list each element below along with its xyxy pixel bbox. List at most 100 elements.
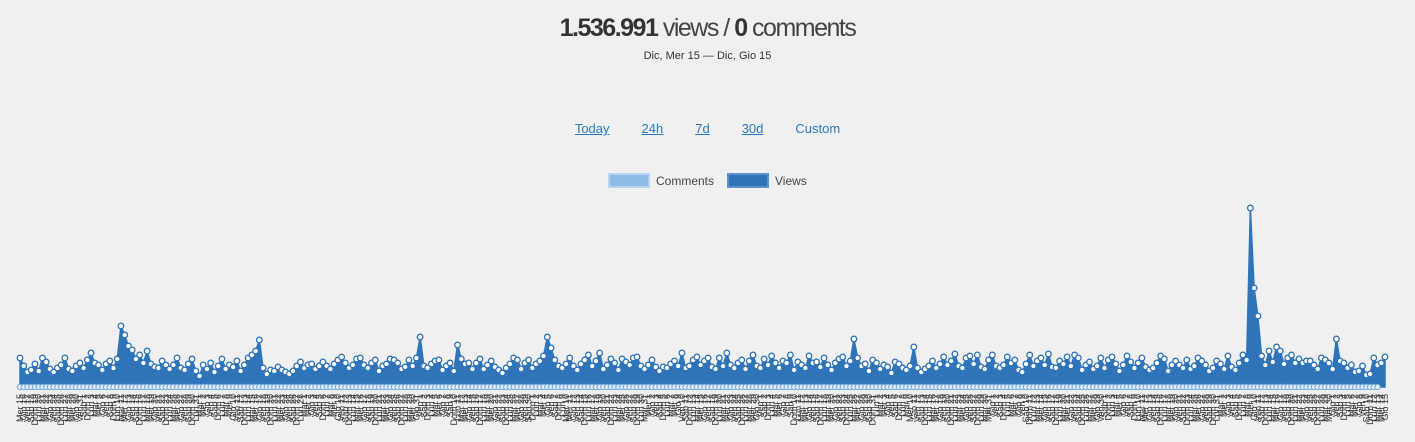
x-tick-label: Dom 20 xyxy=(370,394,380,426)
x-tick-label: Lun 25 xyxy=(845,394,855,422)
x-tick-label: Gio 24 xyxy=(281,394,291,421)
point xyxy=(412,354,420,362)
x-tick-label: Mer 5 xyxy=(94,394,104,417)
point xyxy=(674,362,682,370)
x-tick-label: Mer 14 xyxy=(1036,394,1046,422)
point xyxy=(31,360,39,368)
x-tick-label: Sab 23 xyxy=(838,394,848,423)
x-tick-label: Ven 28 xyxy=(1200,394,1210,422)
point xyxy=(169,361,177,369)
x-tick-label: Mar 26 xyxy=(849,394,859,422)
x-tick-label: Ven 14 xyxy=(1148,394,1158,422)
x-tick-label: Gio 19 xyxy=(595,394,605,421)
x-tick-label: Lun 21 xyxy=(1290,394,1300,422)
x-tick-label: Sab 7 xyxy=(550,394,560,418)
point xyxy=(573,366,581,374)
point xyxy=(839,353,847,361)
point xyxy=(940,353,948,361)
x-tick-label: Mer 29 xyxy=(67,394,77,422)
x-tick-label: Sab 10 xyxy=(1361,394,1371,423)
x-tick-label: Dom 22 xyxy=(606,394,616,426)
point xyxy=(450,367,458,375)
point xyxy=(543,333,551,341)
x-tick-label: Mar 19 xyxy=(823,394,833,422)
x-tick-label: Gio 15 xyxy=(1040,394,1050,421)
x-tick-label: Gio 27 xyxy=(1197,394,1207,421)
point xyxy=(188,355,196,363)
x-tick-label: Gio 1 xyxy=(1328,394,1338,416)
point xyxy=(184,360,192,368)
point xyxy=(416,333,424,341)
point xyxy=(263,370,271,378)
x-tick-label: Ven 5 xyxy=(886,394,896,417)
x-tick-label: Mar 27 xyxy=(1085,394,1095,422)
point xyxy=(1000,361,1007,369)
x-tick-label: Lun 28 xyxy=(295,394,305,422)
x-tick-label: Mer 7 xyxy=(1350,394,1360,417)
point xyxy=(98,366,106,374)
x-tick-label: Dom 25 xyxy=(1077,394,1087,426)
x-tick-label: Lun 19 xyxy=(1055,394,1065,422)
point xyxy=(1116,367,1123,375)
point xyxy=(136,351,144,359)
x-tick-label: Ven 31 xyxy=(75,394,85,422)
point xyxy=(289,367,297,375)
x-tick-label: Dom 27 xyxy=(292,394,302,426)
x-tick-label: Sab 11 xyxy=(681,394,691,422)
x-tick-label: Dom 19 xyxy=(711,394,721,426)
x-tick-label: Mar 6 xyxy=(1006,394,1016,417)
point xyxy=(644,361,652,369)
x-tick-label: Sab 17 xyxy=(1047,394,1057,423)
point xyxy=(110,364,117,372)
x-tick-label: Mer 12 xyxy=(120,394,130,422)
point xyxy=(581,356,589,364)
point xyxy=(970,360,978,368)
point xyxy=(1044,350,1052,358)
point xyxy=(1224,352,1232,360)
point xyxy=(465,359,473,367)
x-tick-label: Sab 15 xyxy=(131,394,141,423)
x-tick-label: Ven 11 xyxy=(232,394,242,421)
x-tick-label: Mer 9 xyxy=(329,394,339,417)
point xyxy=(476,355,484,363)
point xyxy=(730,364,738,372)
point xyxy=(626,361,634,369)
point xyxy=(1190,362,1198,370)
point xyxy=(745,357,753,365)
x-tick-label: Lun 12 xyxy=(1028,394,1038,422)
range-link[interactable]: Today xyxy=(574,121,610,136)
x-tick-label: Sab 3 xyxy=(995,394,1005,418)
range-link[interactable]: 30d xyxy=(741,121,764,136)
point xyxy=(551,356,559,364)
point xyxy=(528,364,536,372)
range-link[interactable]: 24h xyxy=(641,121,664,136)
x-tick-label: Sab 26 xyxy=(288,394,298,423)
x-tick-label: Ven 19 xyxy=(939,394,949,422)
x-tick-label: Mer 9 xyxy=(1245,394,1255,417)
point xyxy=(1168,361,1176,369)
x-tick-label: Mer 9 xyxy=(224,394,234,417)
x-tick-label: Mar 11 xyxy=(1137,394,1147,421)
range-link[interactable]: Custom xyxy=(795,121,841,136)
point xyxy=(128,346,136,354)
point xyxy=(685,362,693,370)
x-tick-label: Sab 12 xyxy=(340,394,350,423)
x-tick-label: Mer 27 xyxy=(853,394,863,422)
x-tick-label: Sab 25 xyxy=(52,394,62,423)
point xyxy=(1108,353,1116,361)
x-tick-label: Dom 4 xyxy=(999,394,1009,421)
x-tick-label: Mer 13 xyxy=(800,394,810,422)
point xyxy=(1377,359,1385,367)
point xyxy=(577,360,585,368)
range-link[interactable]: 7d xyxy=(695,121,710,136)
total-views: 1.536.991 xyxy=(559,14,659,42)
x-tick-label: Dom 6 xyxy=(318,394,328,421)
x-tick-label: Lun 7 xyxy=(322,394,332,417)
point xyxy=(106,357,114,365)
x-tick-label: Mar 29 xyxy=(1320,394,1330,422)
x-tick-label: Mer 27 xyxy=(512,394,522,422)
point xyxy=(95,361,102,369)
point xyxy=(828,366,835,374)
x-tick-label: Gio 3 xyxy=(202,394,212,416)
point xyxy=(1063,353,1071,361)
